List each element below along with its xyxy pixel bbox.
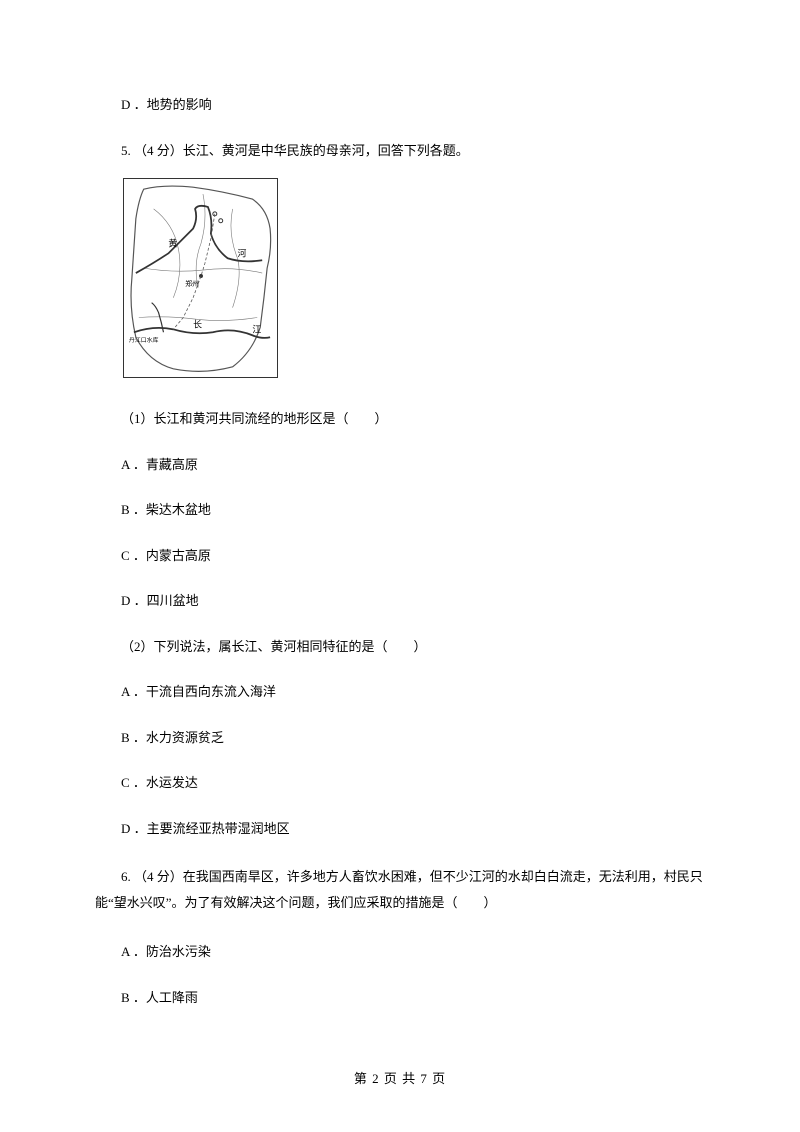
q5-sub1: （1）长江和黄河共同流经的地形区是（ ） (95, 409, 705, 429)
q5-1-option-a: A ．青藏高原 (95, 455, 705, 475)
q5-2-option-d: D ．主要流经亚热带湿润地区 (95, 819, 705, 839)
q6-stem: 6. （4 分）在我国西南旱区，许多地方人畜饮水困难，但不少江河的水却白白流走，… (95, 864, 705, 916)
q5-2-option-b: B ．水力资源贫乏 (95, 728, 705, 748)
q5-1-option-c: C ．内蒙古高原 (95, 546, 705, 566)
q6-option-b: B ．人工降雨 (95, 988, 705, 1008)
svg-text:丹江口水库: 丹江口水库 (129, 336, 159, 344)
q5-sub2: （2）下列说法，属长江、黄河相同特征的是（ ） (95, 637, 705, 657)
q5-2-option-c: C ．水运发达 (95, 773, 705, 793)
page-content: D ．地势的影响 5. （4 分）长江、黄河是中华民族的母亲河，回答下列各题。 (0, 0, 800, 1007)
page-footer: 第 2 页 共 7 页 (0, 1068, 800, 1087)
map-figure: 黄 河 郑州 长 江 丹江口水库 (123, 178, 705, 383)
svg-text:江: 江 (252, 324, 261, 334)
q5-1-option-d: D ．四川盆地 (95, 591, 705, 611)
china-rivers-map: 黄 河 郑州 长 江 丹江口水库 (123, 178, 278, 378)
q5-stem: 5. （4 分）长江、黄河是中华民族的母亲河，回答下列各题。 (95, 141, 705, 161)
q4-option-d: D ．地势的影响 (95, 95, 705, 115)
svg-text:长: 长 (193, 318, 202, 329)
q6-option-a: A ．防治水污染 (95, 942, 705, 962)
svg-text:黄: 黄 (168, 237, 177, 248)
q5-1-option-b: B ．柴达木盆地 (95, 500, 705, 520)
q5-2-option-a: A ．干流自西向东流入海洋 (95, 682, 705, 702)
svg-text:河: 河 (238, 247, 247, 258)
